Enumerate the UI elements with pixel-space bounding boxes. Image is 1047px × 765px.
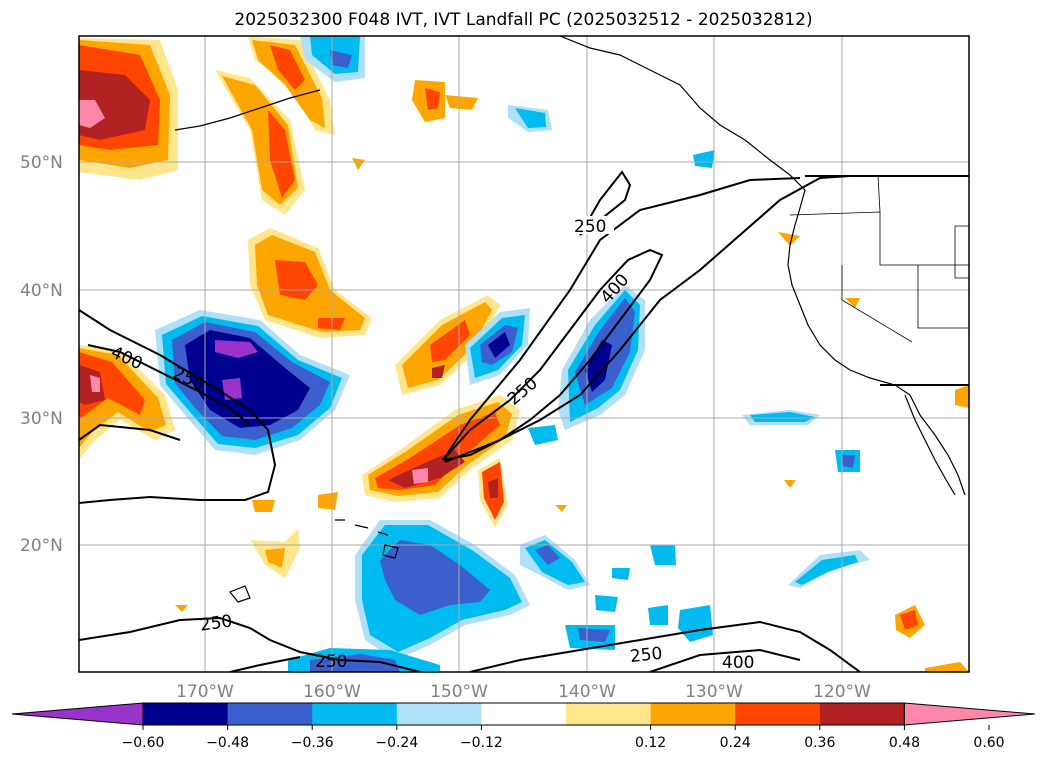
negative-anomaly-148w (465, 308, 530, 385)
contour-label-250-north: 250 (574, 217, 606, 237)
colorbar-tick-label: −0.48 (206, 735, 249, 751)
contour-label-250-sw: 250 (199, 611, 234, 635)
colorbar-tick-label: 0.48 (889, 735, 920, 751)
lon-label-120w: 120°W (813, 682, 871, 702)
contour-labels: 250 400 400 250 250 250 250 250 400 (108, 216, 754, 673)
gridlines (79, 36, 969, 672)
colorbar-segment (312, 703, 398, 725)
lat-label-40n: 40°N (20, 281, 63, 301)
colorbar-segment (227, 703, 313, 725)
map-title: 2025032300 F048 IVT, IVT Landfall PC (20… (234, 10, 813, 30)
contour-label-250-se: 250 (629, 644, 663, 667)
colorbar-segment (819, 703, 905, 725)
positive-anomaly-west-edge (79, 345, 175, 460)
map-content: 250 400 400 250 250 250 250 250 400 (79, 36, 969, 673)
colorbar-segment (650, 703, 736, 725)
lon-label-160w: 160°W (303, 682, 361, 702)
lon-label-170w: 170°W (176, 682, 234, 702)
lat-label-50n: 50°N (20, 153, 63, 173)
colorbar-segment (396, 703, 482, 725)
lon-label-150w: 150°W (430, 682, 488, 702)
colorbar-tick-label: 0.36 (804, 735, 835, 751)
colorbar-segment (735, 703, 821, 725)
colorbar-extend-high (903, 702, 1036, 726)
lon-label-140w: 140°W (558, 682, 616, 702)
colorbar-extend-low (11, 702, 144, 726)
colorbar-segment (481, 703, 567, 725)
negative-anomaly-hawaii (288, 520, 713, 672)
positive-anomaly-nw (79, 38, 178, 180)
colorbar-tick-label: 0.60 (973, 735, 1004, 751)
contour-label-400-se: 400 (722, 653, 754, 673)
map-frame (78, 35, 970, 673)
colorbar: −0.60 −0.48 −0.36 −0.24 −0.12 0.12 0.24 0.36 0.4… (11, 702, 1036, 751)
coastlines (174, 36, 969, 603)
latitude-labels: 50°N 40°N 30°N 20°N (20, 153, 63, 556)
colorbar-tick-label: −0.24 (375, 735, 418, 751)
lat-label-30n: 30°N (20, 409, 63, 429)
colorbar-segment (566, 703, 652, 725)
positive-anomaly-165w (248, 228, 372, 338)
positive-anomaly-small (175, 158, 969, 672)
positive-anomaly-aleutian (215, 36, 478, 215)
negative-anomaly-170w (155, 310, 350, 455)
longitude-labels: 170°W 160°W 150°W 140°W 130°W 120°W (176, 682, 871, 702)
contour-label-250-south: 250 (315, 652, 347, 672)
colorbar-segment (143, 703, 229, 725)
positive-anomaly-150w (395, 295, 500, 395)
colorbar-tick-label: 0.12 (635, 735, 666, 751)
colorbar-tick-label: −0.60 (122, 735, 165, 751)
lat-label-20n: 20°N (20, 536, 63, 556)
colorbar-tick-label: −0.12 (460, 735, 503, 751)
contour-lines (79, 170, 861, 672)
negative-anomaly-137w (528, 285, 645, 445)
lon-label-130w: 130°W (685, 682, 743, 702)
colorbar-tick-label: −0.36 (291, 735, 334, 751)
colorbar-tick-label: 0.24 (720, 735, 751, 751)
colorbar-outline (142, 702, 905, 726)
